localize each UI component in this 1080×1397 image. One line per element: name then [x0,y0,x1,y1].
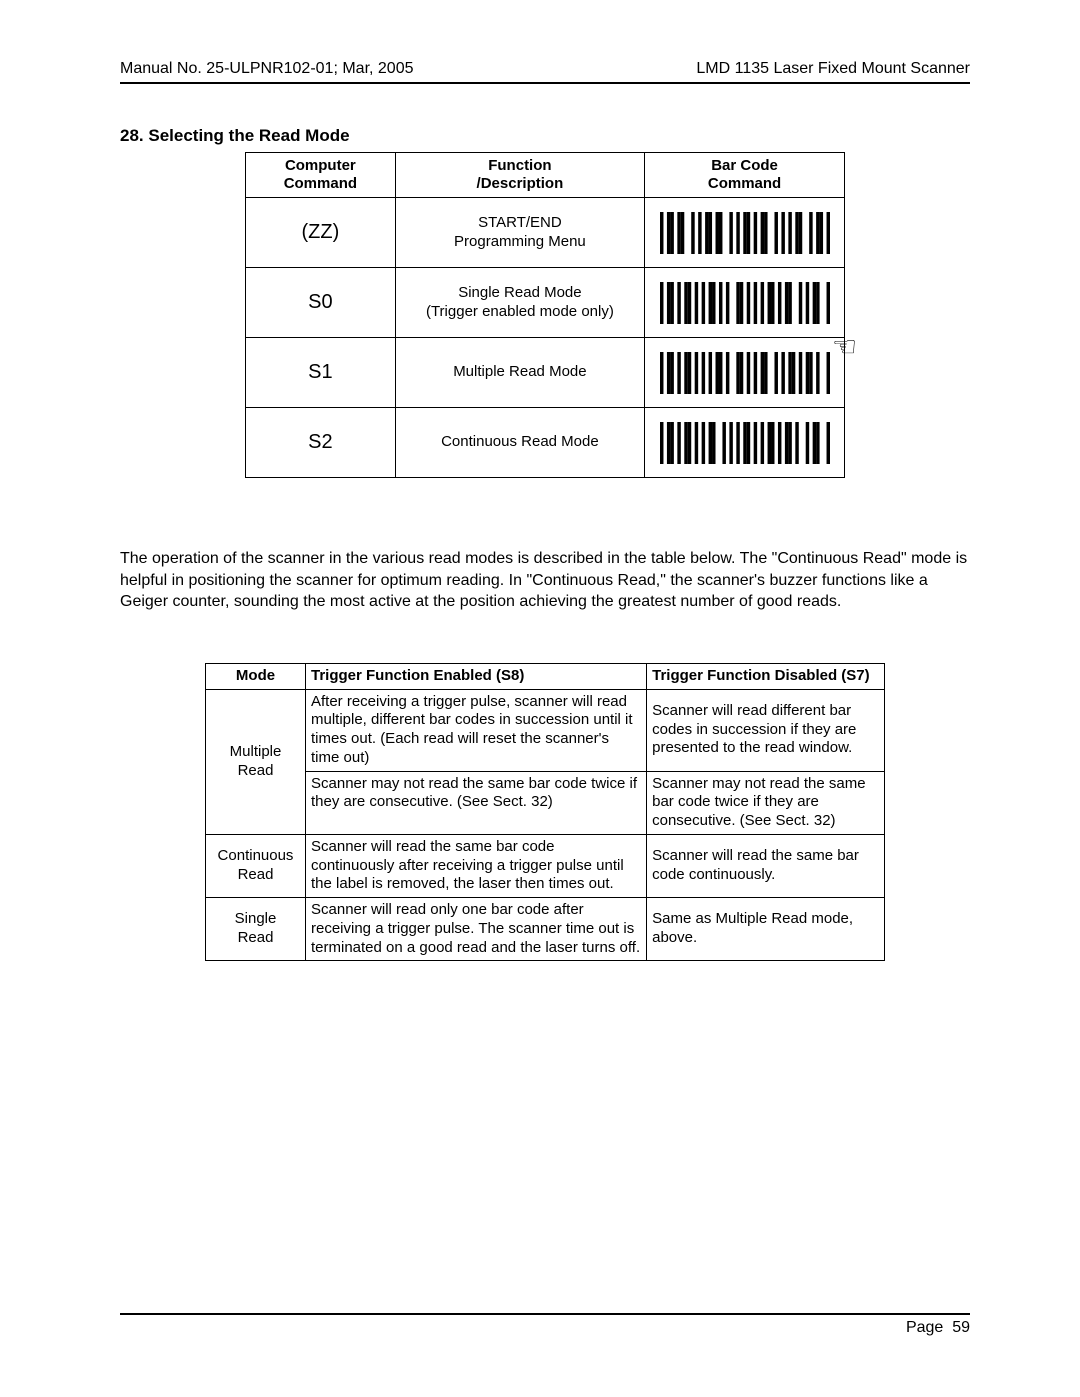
function-description-cell: Multiple Read Mode [395,338,644,408]
th-text: /Description [477,175,564,192]
footer-page-number: 59 [952,1319,970,1336]
pointing-hand-icon: ☜ [832,330,857,363]
footer-label: Page [906,1319,943,1336]
table-row: S1Multiple Read Mode [246,338,845,408]
computer-command-cell: S0 [246,268,396,338]
page-header: Manual No. 25-ULPNR102-01; Mar, 2005 LMD… [120,60,970,84]
disabled-cell: Same as Multiple Read mode, above. [647,898,885,961]
barcode-cell [645,198,845,268]
table-row: Scanner may not read the same bar code t… [206,771,885,834]
table-row: (ZZ)START/ENDProgramming Menu [246,198,845,268]
function-description-cell: Continuous Read Mode [395,408,644,478]
header-left: Manual No. 25-ULPNR102-01; Mar, 2005 [120,60,414,78]
disabled-cell: Scanner will read different bar codes in… [647,689,885,771]
table-row: S0Single Read Mode(Trigger enabled mode … [246,268,845,338]
enabled-cell: After receiving a trigger pulse, scanner… [306,689,647,771]
barcode-cell [645,338,845,408]
computer-command-cell: (ZZ) [246,198,396,268]
command-table: Computer Command Function /Description B… [245,152,845,478]
function-description-cell: START/ENDProgramming Menu [395,198,644,268]
barcode-cell [645,268,845,338]
th-text: Computer [285,157,356,174]
disabled-cell: Scanner may not read the same bar code t… [647,771,885,834]
computer-command-cell: S1 [246,338,396,408]
section-title: 28. Selecting the Read Mode [120,126,970,146]
cmd-header-function: Function /Description [395,153,644,198]
th-text: Bar Code [711,157,778,174]
cmd-header-barcode: Bar Code Command [645,153,845,198]
table-row: SingleReadScanner will read only one bar… [206,898,885,961]
mode-table: Mode Trigger Function Enabled (S8) Trigg… [205,663,885,962]
th-text: Command [708,175,781,192]
function-description-cell: Single Read Mode(Trigger enabled mode on… [395,268,644,338]
mode-header-mode: Mode [206,663,306,689]
table-row: MultipleReadAfter receiving a trigger pu… [206,689,885,771]
enabled-cell: Scanner will read only one bar code afte… [306,898,647,961]
mode-header-disabled: Trigger Function Disabled (S7) [647,663,885,689]
mode-cell: MultipleRead [206,689,306,834]
enabled-cell: Scanner will read the same bar code cont… [306,834,647,897]
mode-header-enabled: Trigger Function Enabled (S8) [306,663,647,689]
table-row: S2Continuous Read Mode [246,408,845,478]
cmd-header-computer: Computer Command [246,153,396,198]
barcode-cell [645,408,845,478]
header-right: LMD 1135 Laser Fixed Mount Scanner [696,60,970,78]
enabled-cell: Scanner may not read the same bar code t… [306,771,647,834]
mode-cell: SingleRead [206,898,306,961]
th-text: Command [284,175,357,192]
mode-cell: ContinuousRead [206,834,306,897]
page-footer: Page 59 [120,1313,970,1337]
disabled-cell: Scanner will read the same bar code cont… [647,834,885,897]
computer-command-cell: S2 [246,408,396,478]
description-paragraph: The operation of the scanner in the vari… [120,548,970,613]
th-text: Function [488,157,551,174]
table-row: ContinuousReadScanner will read the same… [206,834,885,897]
